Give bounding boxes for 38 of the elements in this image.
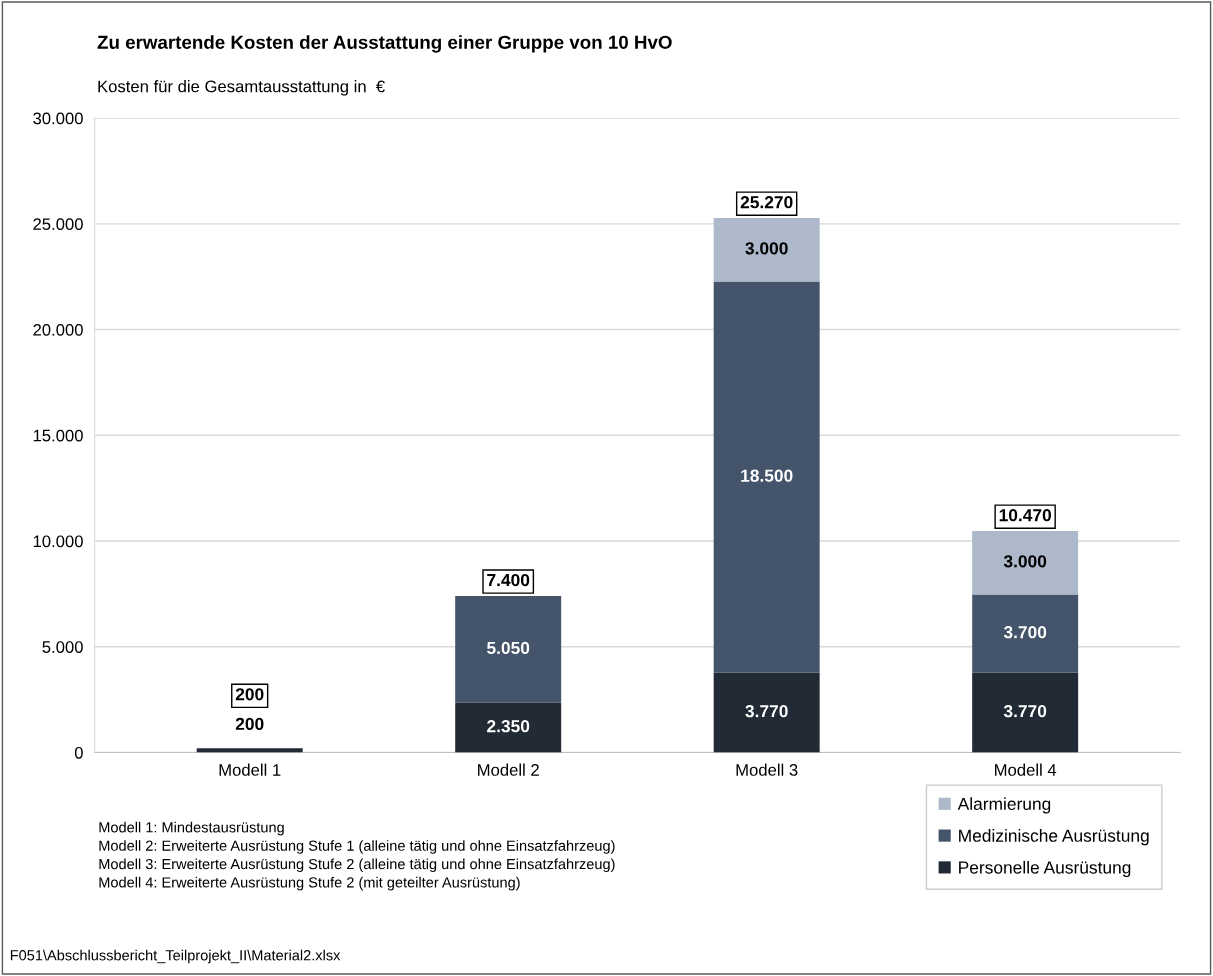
x-tick-label: Modell 2	[478, 763, 539, 776]
data-label: 18.500	[741, 469, 793, 482]
bar	[713, 281, 820, 673]
data-label: 3.000	[1003, 555, 1047, 568]
data-label: 200	[235, 688, 264, 701]
chart-title: Zu erwartende Kosten der Ausstattung einer Gruppe von 10 HvO	[97, 35, 672, 53]
data-label: 5.050	[487, 641, 530, 655]
y-tick-label: 25.000	[33, 218, 83, 231]
legend-label: Alarmierung	[957, 797, 1051, 814]
y-axis-title: Kosten für die Gesamtausstattung in €	[98, 80, 385, 96]
legend-label: Personelle Ausrüstung	[959, 860, 1131, 878]
y-tick-label: 20.000	[33, 323, 83, 336]
legend-label: Medizinische Ausrüstung	[959, 829, 1149, 846]
bar	[972, 672, 1079, 753]
bar	[196, 748, 303, 753]
data-label: 3.000	[745, 242, 788, 255]
total-label: 200	[235, 717, 264, 731]
x-tick-label: Modell 4	[995, 763, 1057, 776]
total-label: 7.400	[487, 573, 530, 587]
bar	[455, 596, 562, 703]
y-tick-label: 5.000	[42, 641, 83, 653]
data-label: 3.770	[745, 705, 788, 718]
bar	[713, 672, 820, 753]
y-tick-label: 10.000	[33, 535, 83, 548]
y-tick-label: 15.000	[33, 429, 83, 442]
total-label: 25.270	[740, 196, 793, 209]
text: F051\Abschlussbericht_Teilprojekt_II\Material2.xlsx	[10, 949, 341, 964]
bar	[455, 702, 562, 753]
x-tick-label: Modell 3	[736, 763, 798, 776]
total-label: 10.470	[999, 509, 1051, 522]
data-label: 2.350	[487, 720, 530, 733]
y-tick-label: 30.000	[33, 112, 83, 125]
y-tick-label: 0	[74, 746, 83, 759]
text: Modell 1: Mindestausrüstung Modell 2: Erweiterte Ausrüstung Stufe 1 (alleine tätig und ohne Einsatzfahrzeug) Modell 3: Erweiterte Ausrüstung Stufe 2 (alleine tätig und ohne Einsatzfahrzeug) Modell 4: Erweiterte Ausrüstung Stufe 2 (mit geteilter Ausrüstung)	[99, 821, 615, 891]
data-label: 3.700	[1003, 626, 1047, 639]
data-label: 3.770	[1003, 705, 1047, 718]
x-tick-label: Modell 1	[219, 763, 281, 776]
bar	[972, 594, 1079, 673]
